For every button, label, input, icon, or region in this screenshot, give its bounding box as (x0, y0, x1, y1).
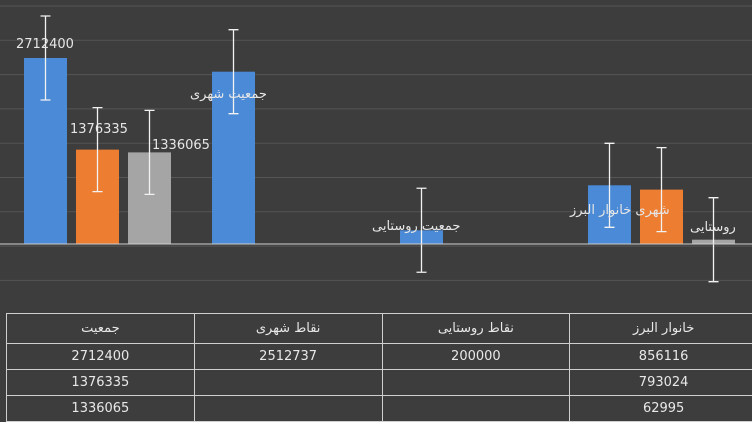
gridlines (0, 5, 752, 281)
error-bar (40, 15, 51, 101)
bar-chart: 2712400 1376335 1336065 جمعیت شهری جمعیت روس… (0, 5, 752, 283)
table-cell: 2512737 (193, 343, 383, 370)
error-bars (40, 15, 719, 283)
data-labels: 2712400 1376335 1336065 جمعیت شهری جمعیت روس… (16, 37, 736, 235)
data-table: جمعیت نقاط شهری نقاط روستایی خانوار البر… (6, 313, 752, 422)
data-label: جمعیت روستایی (372, 219, 460, 234)
data-label: 1336065 (152, 138, 210, 153)
table-row: 1336065 62995 (6, 395, 752, 422)
error-bar (604, 142, 615, 228)
table-cell: 1336065 (6, 395, 195, 422)
table-cell (381, 369, 571, 396)
table-cell: 62995 (569, 395, 752, 422)
table-cell (381, 395, 571, 422)
error-bar (144, 109, 155, 196)
data-label: 2712400 (16, 37, 74, 52)
data-label: شهری خانوار البرز (569, 203, 670, 218)
error-bar (416, 187, 427, 273)
header-khanevar-alborz: خانوار البرز (569, 313, 752, 344)
table-cell (193, 395, 383, 422)
error-bar (656, 146, 667, 233)
error-bar (92, 106, 103, 193)
data-label: روستایی (690, 220, 736, 235)
table-cell: 2712400 (6, 343, 195, 370)
table-cell: 793024 (569, 369, 752, 396)
table-cell: 1376335 (6, 369, 195, 396)
error-bar (228, 29, 239, 115)
table-header-row: جمعیت نقاط شهری نقاط روستایی خانوار البر… (6, 313, 752, 344)
table-cell: 200000 (381, 343, 571, 370)
header-noghat-roostaei: نقاط روستایی (381, 313, 571, 344)
data-label: 1376335 (70, 122, 128, 137)
table-cell: 856116 (569, 343, 752, 370)
table-cell (193, 369, 383, 396)
table-row: 1376335 793024 (6, 369, 752, 396)
data-label: جمعیت شهری (190, 87, 267, 102)
table-row: 2712400 2512737 200000 856116 (6, 343, 752, 370)
header-jamiat: جمعیت (6, 313, 195, 344)
header-noghat-shahri: نقاط شهری (193, 313, 383, 344)
error-bar (708, 197, 719, 283)
